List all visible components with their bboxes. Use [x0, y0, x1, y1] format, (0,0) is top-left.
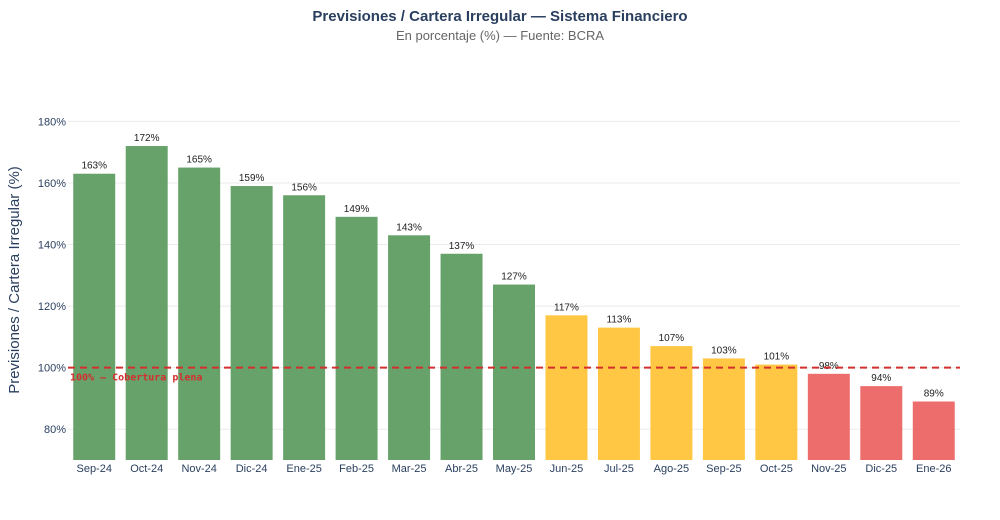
data-label: 98% — [819, 361, 839, 372]
x-tick-label: May-25 — [496, 463, 533, 475]
data-label: 94% — [871, 373, 891, 384]
x-tick-label: Nov-24 — [181, 463, 216, 475]
data-label: 127% — [501, 272, 527, 283]
data-label: 103% — [711, 345, 737, 356]
bar-nov-25 — [807, 373, 850, 460]
bar-oct-25 — [755, 364, 798, 460]
x-tick-label: Nov-25 — [811, 463, 846, 475]
x-tick-label: Sep-25 — [706, 463, 741, 475]
y-tick-label: 160% — [38, 178, 66, 190]
x-tick-label: Ene-26 — [916, 463, 951, 475]
x-tick-label: Oct-25 — [760, 463, 793, 475]
bar-nov-24 — [178, 167, 221, 460]
data-label: 113% — [607, 315, 632, 326]
data-label: 172% — [134, 133, 160, 144]
reference-line-group: 100% — Cobertura plena — [68, 366, 960, 384]
data-label: 101% — [764, 352, 790, 363]
bar-sep-25 — [702, 358, 745, 460]
bar-mar-25 — [388, 235, 431, 460]
bar-ene-26 — [912, 401, 955, 460]
y-tick-label: 180% — [38, 116, 66, 128]
data-label: 89% — [924, 389, 944, 400]
x-tick-label: Mar-25 — [392, 463, 427, 475]
bars — [73, 146, 955, 460]
bar-abr-25 — [440, 253, 483, 460]
data-label: 156% — [291, 182, 317, 193]
data-label: 163% — [81, 161, 107, 172]
bar-ago-25 — [650, 346, 693, 460]
x-tick-label: Sep-24 — [76, 463, 111, 475]
x-tick-label: Jul-25 — [604, 463, 634, 475]
x-tick-label: Abr-25 — [445, 463, 478, 475]
bar-dic-25 — [860, 386, 903, 460]
data-label: 165% — [186, 155, 212, 166]
chart-title: Previsiones / Cartera Irregular — Sistem… — [312, 8, 687, 25]
x-axis-ticks: Sep-24 Oct-24 Nov-24 Dic-24 Ene-25 Feb-25 Mar-… — [76, 463, 951, 475]
data-labels: 163% 172% 165% 159% 156% 149% 143% 137% 127% 117%… — [81, 133, 943, 399]
bar-oct-24 — [125, 146, 168, 460]
data-label: 143% — [396, 222, 422, 233]
chart-subtitle: En porcentaje (%) — Fuente: BCRA — [396, 28, 604, 43]
y-tick-label: 120% — [38, 301, 66, 313]
bar-jul-25 — [597, 327, 640, 460]
bar-jun-25 — [545, 315, 588, 460]
reference-line-label: 100% — Cobertura plena — [70, 373, 202, 384]
bar-ene-25 — [283, 195, 326, 460]
data-label: 137% — [449, 241, 475, 252]
data-label: 159% — [239, 173, 265, 184]
data-label: 107% — [659, 333, 685, 344]
x-tick-label: Dic-25 — [865, 463, 897, 475]
data-label: 149% — [344, 204, 370, 215]
y-tick-label: 100% — [38, 363, 66, 375]
bar-feb-25 — [335, 216, 378, 460]
y-tick-label: 80% — [44, 424, 66, 436]
x-tick-label: Dic-24 — [236, 463, 268, 475]
bar-may-25 — [493, 284, 535, 460]
x-tick-label: Ago-25 — [654, 463, 689, 475]
bar-dic-24 — [230, 186, 273, 460]
x-tick-label: Jun-25 — [550, 463, 584, 475]
bar-sep-24 — [73, 173, 116, 460]
y-axis-ticks: 80% 100% 120% 140% 160% 180% — [38, 116, 66, 436]
x-tick-label: Oct-24 — [130, 463, 163, 475]
y-tick-label: 140% — [38, 240, 66, 252]
data-label: 117% — [554, 302, 579, 313]
x-tick-label: Ene-25 — [286, 463, 321, 475]
x-tick-label: Feb-25 — [339, 463, 374, 475]
y-axis-label: Previsiones / Cartera Irregular (%) — [6, 166, 23, 394]
